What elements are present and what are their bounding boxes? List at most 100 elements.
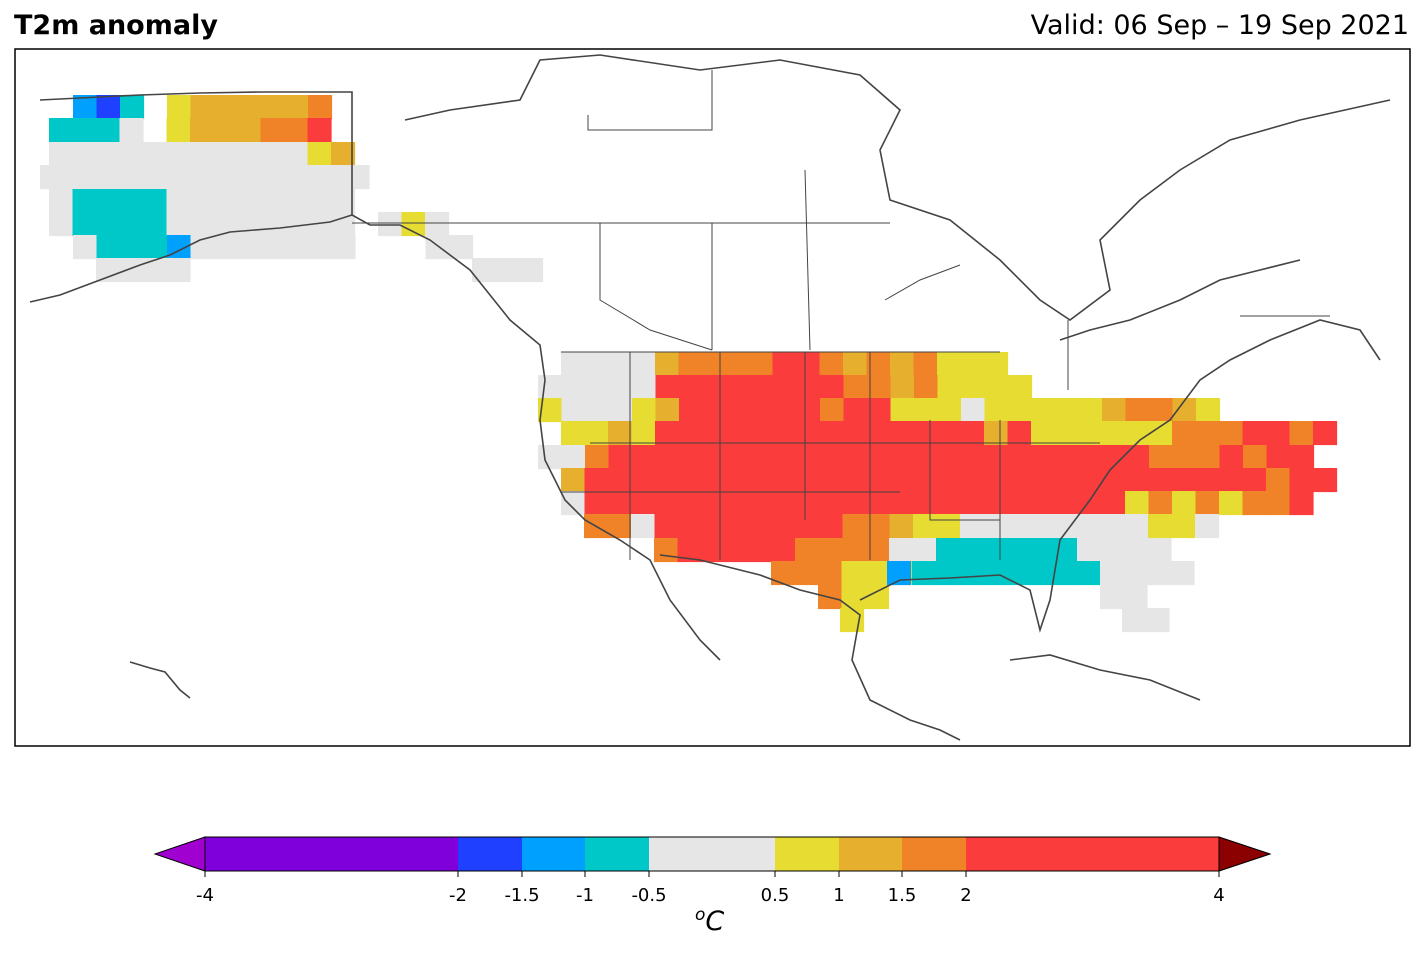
anomaly-cell [937, 375, 962, 400]
anomaly-cell [1101, 491, 1126, 516]
boundary-line [587, 70, 713, 131]
anomaly-cell [251, 165, 276, 190]
anomaly-cell [1242, 491, 1267, 516]
anomaly-cell [913, 514, 938, 539]
anomaly-cell [1122, 608, 1147, 633]
anomaly-cell [1266, 468, 1291, 493]
anomaly-cell [1125, 491, 1150, 516]
anomaly-cell [982, 561, 1007, 586]
anomaly-cell [842, 514, 867, 539]
anomaly-cell [119, 142, 144, 167]
anomaly-cell [937, 352, 962, 377]
anomaly-cell [585, 375, 610, 400]
anomaly-cell [726, 398, 751, 423]
anomaly-cell [890, 352, 915, 377]
colorbar-tick-label: -2 [449, 885, 467, 906]
anomaly-cell [772, 491, 797, 516]
anomaly-cell [119, 212, 144, 237]
anomaly-cell [795, 538, 820, 563]
anomaly-cell [213, 142, 238, 167]
colorbar-tick-label: 2 [960, 885, 971, 906]
anomaly-cell [679, 398, 704, 423]
colorbar-unit: oC [695, 905, 725, 937]
anomaly-cell [841, 585, 866, 610]
anomaly-cell [143, 235, 168, 260]
anomaly-cell [1172, 445, 1197, 470]
anomaly-cell [87, 165, 112, 190]
anomaly-cell [1145, 608, 1170, 633]
anomaly-cell [679, 375, 704, 400]
anomaly-cell [1053, 561, 1078, 586]
anomaly-cell [561, 468, 586, 493]
anomaly-cell [275, 165, 300, 190]
anomaly-cell [120, 235, 145, 260]
anomaly-cell [1030, 514, 1055, 539]
anomaly-cell [110, 165, 135, 190]
anomaly-cell [890, 491, 915, 516]
anomaly-cell [796, 468, 821, 493]
anomaly-cell [772, 468, 797, 493]
anomaly-cell [702, 468, 727, 493]
anomaly-cell [1031, 491, 1056, 516]
coastline [659, 554, 961, 741]
anomaly-cell [96, 118, 121, 143]
anomaly-cell [1077, 538, 1102, 563]
anomaly-cell [237, 212, 262, 237]
anomaly-cell [584, 352, 609, 377]
anomaly-cell [984, 468, 1009, 493]
anomaly-cell [1172, 468, 1197, 493]
anomaly-cell [331, 142, 356, 167]
colorbar-outline [204, 836, 1220, 872]
anomaly-cell [632, 375, 657, 400]
anomaly-cell [865, 538, 890, 563]
colorbar-segment [585, 837, 649, 871]
anomaly-cell [749, 445, 774, 470]
anomaly-cell [702, 352, 727, 377]
anomaly-cell [284, 212, 309, 237]
anomaly-cell [820, 445, 845, 470]
anomaly-cell [1054, 421, 1079, 446]
colorbar-segment [966, 837, 1219, 871]
anomaly-cell [284, 235, 309, 260]
anomaly-cell [725, 468, 750, 493]
colorbar-segment [522, 837, 585, 871]
anomaly-cell [960, 352, 985, 377]
anomaly-cell [1031, 421, 1056, 446]
anomaly-cell [284, 95, 309, 120]
anomaly-cell [796, 352, 821, 377]
anomaly-cell [228, 165, 253, 190]
anomaly-cell [1170, 561, 1195, 586]
anomaly-cell [237, 189, 262, 214]
anomaly-cell [725, 491, 750, 516]
anomaly-cell [867, 375, 892, 400]
anomaly-cell [237, 235, 262, 260]
colorbar-max-extension [1218, 836, 1272, 872]
anomaly-cell [425, 235, 450, 260]
anomaly-cell [190, 118, 215, 143]
anomaly-cell [1147, 561, 1172, 586]
anomaly-cell [1077, 514, 1102, 539]
anomaly-cell [1100, 538, 1125, 563]
anomaly-cell [166, 118, 191, 143]
anomaly-cell [749, 352, 774, 377]
colorbar-segment [649, 837, 775, 871]
anomaly-cell [190, 142, 215, 167]
anomaly-cell [725, 514, 750, 539]
anomaly-cell [843, 445, 868, 470]
colorbar: -4 -2 -1.5 -1 -0.5 0.5 1 1.5 2 4 [153, 836, 1272, 906]
anomaly-cell [166, 258, 191, 283]
anomaly-cell [1219, 421, 1244, 446]
anomaly-cell [1266, 421, 1291, 446]
anomaly-cell [937, 398, 962, 423]
anomaly-cell [1289, 421, 1314, 446]
anomaly-cell [655, 445, 680, 470]
anomaly-cell [866, 352, 891, 377]
anomaly-cell [1196, 445, 1221, 470]
anomaly-cell [726, 445, 751, 470]
anomaly-cell [794, 561, 819, 586]
anomaly-cell [866, 491, 891, 516]
anomaly-cell [702, 491, 727, 516]
anomaly-cell [819, 514, 844, 539]
anomaly-cell [678, 421, 703, 446]
anomaly-cell [961, 398, 986, 423]
